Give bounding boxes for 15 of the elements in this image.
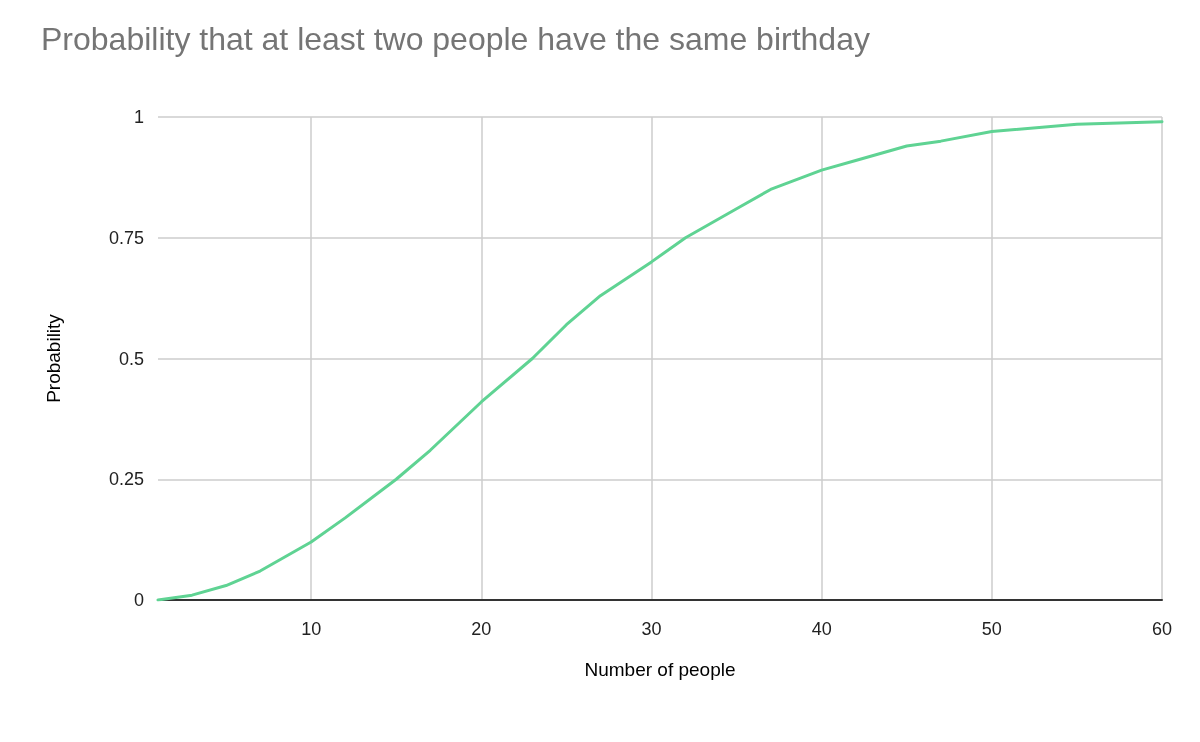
x-tick-label: 60	[1151, 619, 1173, 639]
x-tick-label: 10	[301, 619, 322, 639]
y-tick-label: 1	[133, 107, 144, 127]
y-tick-label: 0.25	[108, 469, 144, 490]
x-tick-label: 50	[981, 619, 1002, 639]
chart-title: Probability that at least two people have the same birthday	[41, 21, 870, 57]
x-tick-label: 20	[471, 619, 492, 639]
x-axis-title: Number of people	[584, 659, 736, 680]
line-series	[156, 120, 1164, 602]
x-tick-label: 30	[641, 619, 662, 639]
y-tick-label: 0.75	[108, 227, 144, 248]
x-tick-label: 40	[811, 619, 832, 639]
y-tick-label: 0	[133, 590, 144, 610]
y-axis-title: Probability	[43, 313, 64, 403]
y-tick-label: 0.5	[118, 348, 144, 369]
